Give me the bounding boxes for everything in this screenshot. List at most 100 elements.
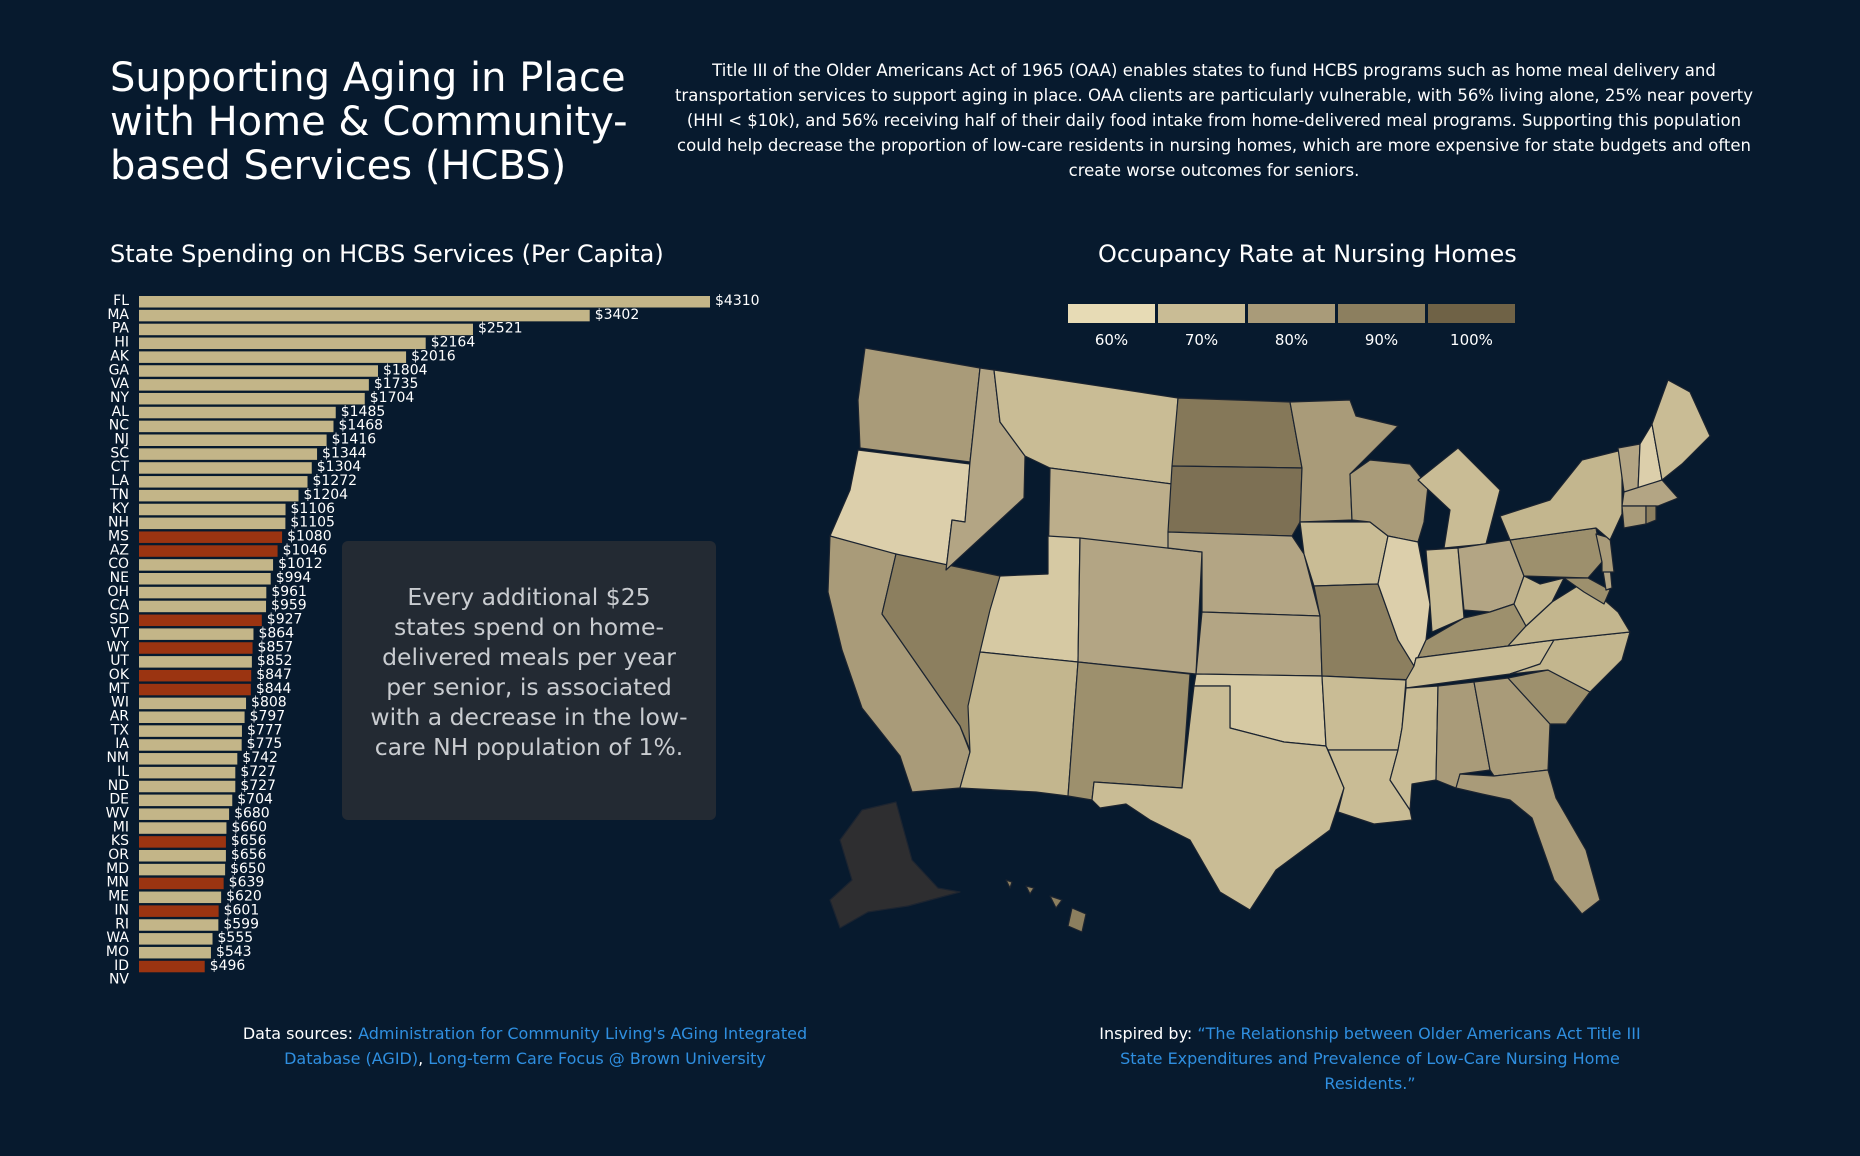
bar-value-label: $599 bbox=[223, 916, 259, 932]
bar bbox=[139, 780, 236, 793]
bar-value-label: $857 bbox=[258, 639, 294, 655]
bar bbox=[139, 379, 369, 391]
bar bbox=[139, 323, 473, 336]
state-nd bbox=[1171, 397, 1303, 469]
state-hi bbox=[1005, 879, 1087, 933]
bar-category-label: CO bbox=[108, 556, 129, 572]
bar-value-label: $1304 bbox=[317, 459, 362, 475]
bar bbox=[139, 434, 327, 446]
state-ri bbox=[1645, 505, 1657, 525]
bar bbox=[139, 766, 236, 779]
inspired-paper-link[interactable]: “The Relationship between Older American… bbox=[1120, 1024, 1641, 1093]
state-tx bbox=[1091, 685, 1345, 911]
bar-value-label: $650 bbox=[230, 861, 266, 877]
bar-value-label: $777 bbox=[247, 722, 283, 738]
bar bbox=[139, 960, 205, 973]
bar-category-label: WY bbox=[107, 639, 130, 655]
bar-value-label: $1735 bbox=[374, 376, 419, 392]
bar bbox=[139, 836, 226, 848]
bar bbox=[139, 850, 226, 862]
bar-value-label: $1416 bbox=[332, 432, 377, 448]
bar bbox=[139, 656, 252, 668]
state-me bbox=[1651, 379, 1711, 481]
bar-category-label: VT bbox=[111, 625, 130, 641]
sources-label: Data sources: bbox=[242, 1024, 354, 1043]
bar-category-label: MN bbox=[106, 875, 129, 891]
bar bbox=[139, 725, 242, 737]
bar-value-label: $656 bbox=[231, 847, 267, 863]
bar-category-label: HI bbox=[114, 335, 129, 351]
bar-value-label: $961 bbox=[271, 584, 307, 600]
bar-category-label: NY bbox=[110, 390, 129, 406]
bar-category-label: NJ bbox=[114, 432, 129, 448]
hcbs-spending-bar-chart: FL $4310 MA $3402 PA $2521 HI $2164 AK $2016 GA $18… bbox=[106, 293, 760, 988]
brown-ltc-link[interactable]: Long-term Care Focus @ Brown University bbox=[428, 1049, 766, 1068]
page-title: Supporting Aging in Place with Home & Co… bbox=[110, 55, 628, 189]
state-ut bbox=[979, 535, 1081, 663]
bar-chart-title: State Spending on HCBS Services (Per Cap… bbox=[110, 240, 664, 268]
bar-category-label: ND bbox=[108, 778, 129, 794]
bar-value-label: $959 bbox=[271, 598, 307, 614]
bar bbox=[139, 628, 254, 640]
data-sources: Data sources: Administration for Communi… bbox=[215, 1021, 835, 1071]
bar-value-label: $1704 bbox=[370, 390, 415, 406]
state-in bbox=[1425, 547, 1465, 633]
bar-category-label: AK bbox=[110, 348, 130, 364]
legend-swatch bbox=[1428, 304, 1515, 323]
bar-category-label: AL bbox=[112, 404, 130, 420]
bar-category-label: MO bbox=[106, 944, 129, 960]
bar-category-label: LA bbox=[111, 473, 129, 489]
bar-category-label: WI bbox=[111, 695, 129, 711]
bar bbox=[139, 669, 252, 682]
bar bbox=[139, 683, 251, 696]
bar-value-label: $543 bbox=[216, 944, 252, 960]
sources-separator: , bbox=[418, 1049, 424, 1068]
state-sc bbox=[1507, 669, 1591, 725]
bar-category-label: MA bbox=[107, 307, 129, 323]
bar-category-label: AZ bbox=[110, 542, 129, 558]
bar-value-label: $704 bbox=[237, 792, 273, 808]
bar-value-label: $3402 bbox=[595, 307, 640, 323]
agid-link[interactable]: Administration for Community Living's AG… bbox=[284, 1024, 808, 1068]
bar-value-label: $742 bbox=[242, 750, 278, 766]
bar-category-label: WV bbox=[106, 805, 130, 821]
callout-text: Every additional $25 states spend on hom… bbox=[370, 583, 688, 761]
bar-value-label: $2016 bbox=[411, 348, 456, 364]
bar-value-label: $4310 bbox=[715, 293, 760, 309]
bar-value-label: $847 bbox=[256, 667, 292, 683]
bar bbox=[139, 392, 365, 405]
state-ak bbox=[829, 801, 961, 929]
bar-category-label: SD bbox=[109, 612, 129, 628]
inspired-by: Inspired by: “The Relationship between O… bbox=[1080, 1021, 1660, 1096]
bar-value-label: $555 bbox=[218, 930, 254, 946]
bar bbox=[139, 476, 308, 488]
bar bbox=[139, 794, 233, 807]
state-ks bbox=[1195, 611, 1323, 677]
bar-category-label: NC bbox=[109, 418, 129, 434]
bar bbox=[139, 933, 213, 945]
bar-category-label: IL bbox=[117, 764, 129, 780]
legend-label: 70% bbox=[1184, 331, 1219, 349]
intro-paragraph: Title III of the Older Americans Act of … bbox=[674, 61, 1754, 180]
bar bbox=[139, 919, 219, 931]
bar-value-label: $844 bbox=[256, 681, 292, 697]
bar-value-label: $660 bbox=[231, 819, 267, 835]
bar bbox=[139, 448, 318, 460]
bar-category-label: TX bbox=[110, 722, 130, 738]
bar-value-label: $994 bbox=[276, 570, 312, 586]
bar-category-label: TN bbox=[109, 487, 129, 503]
bar-category-label: NE bbox=[110, 570, 129, 586]
bar-value-label: $927 bbox=[267, 612, 303, 628]
legend-label: 100% bbox=[1450, 331, 1493, 349]
bar bbox=[139, 905, 219, 917]
bar-value-label: $2521 bbox=[478, 321, 523, 337]
bar-category-label: MS bbox=[108, 528, 129, 544]
bar bbox=[139, 573, 271, 585]
bar-value-label: $797 bbox=[250, 709, 286, 725]
bar bbox=[139, 462, 312, 474]
bar-category-label: KS bbox=[111, 833, 129, 849]
state-fl bbox=[1455, 769, 1601, 915]
bar-category-label: MD bbox=[106, 861, 129, 877]
bar bbox=[139, 351, 407, 363]
state-az bbox=[959, 651, 1079, 797]
